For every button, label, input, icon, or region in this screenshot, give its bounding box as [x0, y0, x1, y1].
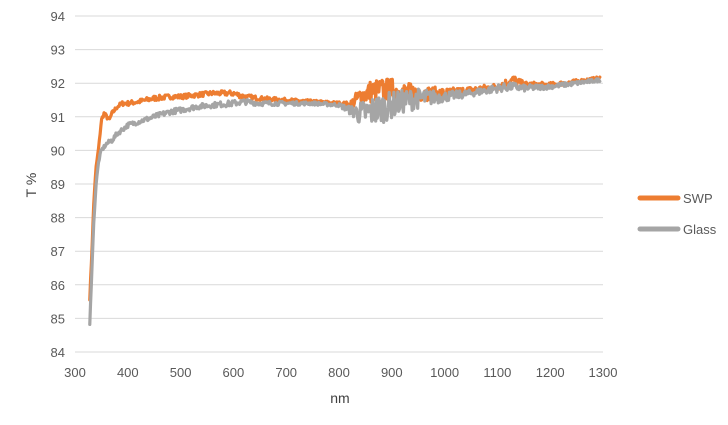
x-tick-label: 1300 [589, 365, 618, 380]
gridlines [75, 15, 603, 353]
x-tick-label: 700 [275, 365, 297, 380]
series-layer [88, 75, 602, 327]
x-tick-label: 1200 [536, 365, 565, 380]
legend: SWP Glass [637, 191, 717, 237]
y-tick-label: 92 [51, 76, 65, 91]
x-tick-label: 1000 [430, 365, 459, 380]
legend-label-glass: Glass [683, 222, 717, 237]
y-tick-label: 94 [51, 9, 65, 24]
x-tick-label: 300 [64, 365, 86, 380]
y-tick-label: 86 [51, 278, 65, 293]
legend-label-swp: SWP [683, 191, 713, 206]
y-tick-label: 84 [51, 345, 65, 360]
y-tick-label: 87 [51, 244, 65, 259]
x-tick-labels: 300 400 500 600 700 800 900 1000 1100 1200 1300 [64, 365, 617, 380]
y-axis-title: T % [23, 173, 39, 198]
y-tick-label: 90 [51, 143, 65, 158]
x-tick-label: 900 [381, 365, 403, 380]
series-line-glass [88, 77, 602, 327]
x-tick-label: 600 [223, 365, 245, 380]
y-tick-label: 89 [51, 177, 65, 192]
y-tick-label: 88 [51, 211, 65, 226]
x-tick-label: 500 [170, 365, 192, 380]
x-tick-label: 1100 [483, 365, 511, 380]
x-tick-label: 400 [117, 365, 139, 380]
x-axis-title: nm [330, 390, 349, 406]
y-tick-label: 93 [51, 43, 65, 58]
y-tick-label: 85 [51, 311, 65, 326]
y-tick-label: 91 [51, 110, 65, 125]
x-tick-label: 800 [328, 365, 350, 380]
y-tick-labels: 84 85 86 87 88 89 90 91 92 93 94 [51, 9, 65, 360]
